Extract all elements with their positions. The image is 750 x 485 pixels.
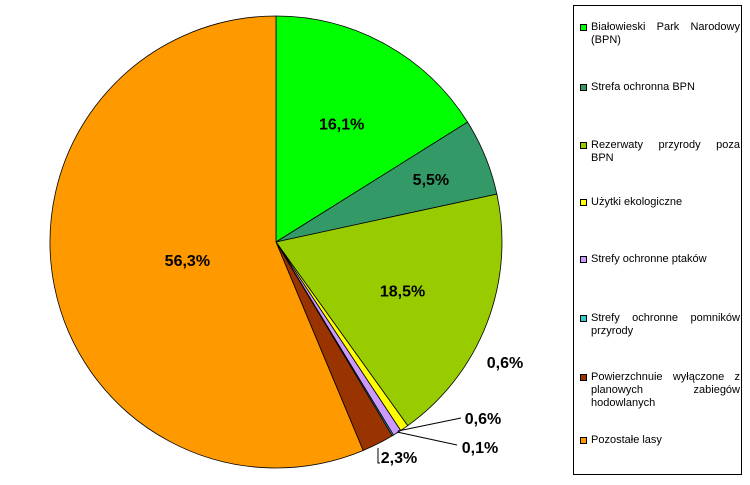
leader-line-4 (397, 417, 462, 432)
legend-swatch-0 (580, 24, 587, 31)
data-label-2: 18,5% (380, 284, 425, 301)
legend-swatch-2 (580, 142, 587, 149)
legend-swatch-1 (580, 84, 587, 91)
data-label-3: 0,6% (487, 355, 523, 372)
data-label-4: 0,6% (465, 411, 501, 428)
pie-chart: 16,1% 5,5% 18,5% 0,6% 0,6% 0,1% 2,3% 56,3% (49, 15, 523, 469)
legend-item-1: Strefa ochronna BPN (580, 81, 740, 94)
legend-item-3: Użytki ekologiczne (580, 196, 740, 209)
data-label-1: 5,5% (413, 172, 449, 189)
legend-item-7: Pozostałe lasy (580, 434, 740, 447)
pie-slice-2 (275, 193, 503, 427)
pie-slice-0 (275, 15, 469, 243)
legend-label-0: Białowieski Park Narodowy (BPN) (591, 21, 740, 46)
legend: Białowieski Park Narodowy (BPN) Strefa oc… (573, 5, 742, 475)
data-label-6: 2,3% (381, 450, 417, 467)
legend-swatch-3 (580, 199, 587, 206)
leader-line-6 (377, 448, 380, 464)
legend-swatch-7 (580, 437, 587, 444)
legend-item-5: Strefy ochronne pomników przyrody (580, 312, 740, 338)
legend-label-6: Powierzchnuie wyłączone z planowych zabi… (591, 371, 740, 409)
legend-swatch-6 (580, 374, 587, 381)
legend-label-3: Użytki ekologiczne (591, 196, 683, 208)
data-label-0: 16,1% (319, 116, 364, 133)
legend-item-2: Rezerwaty przyrody poza BPN (580, 139, 740, 165)
legend-item-0: Białowieski Park Narodowy (BPN) (580, 21, 740, 47)
legend-label-7: Pozostałe lasy (591, 434, 662, 446)
legend-label-5: Strefy ochronne pomników przyrody (591, 312, 740, 337)
legend-label-2: Rezerwaty przyrody poza BPN (591, 139, 740, 164)
legend-label-4: Strefy ochronne ptaków (591, 253, 707, 265)
legend-item-6: Powierzchnuie wyłączone z planowych zabi… (580, 371, 740, 410)
legend-swatch-4 (580, 256, 587, 263)
data-label-5: 0,1% (462, 440, 498, 457)
legend-item-4: Strefy ochronne ptaków (580, 253, 740, 266)
legend-swatch-5 (580, 315, 587, 322)
leader-line-5 (396, 431, 458, 446)
legend-label-1: Strefa ochronna BPN (591, 81, 695, 93)
data-label-7: 56,3% (165, 253, 210, 270)
pie-slice-7 (49, 15, 364, 469)
